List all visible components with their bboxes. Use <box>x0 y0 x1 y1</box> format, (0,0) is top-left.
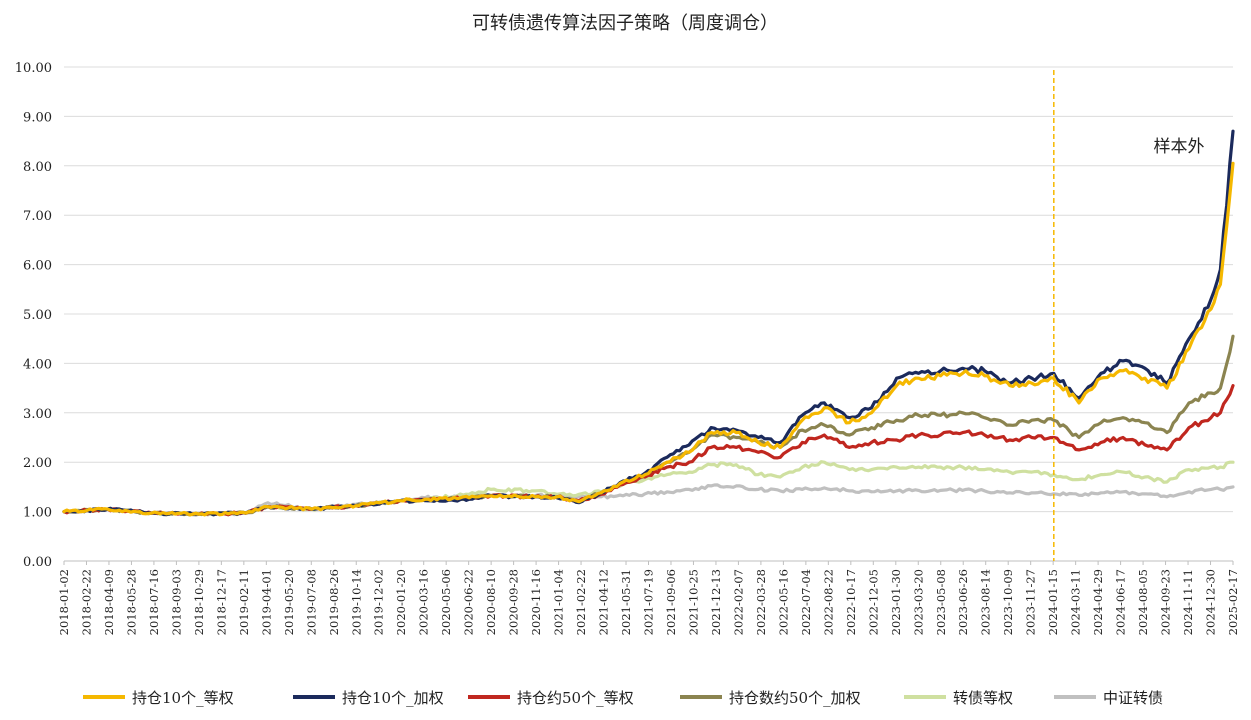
legend-label: 转债等权 <box>953 689 1013 707</box>
x-tick-label: 2020-06-22 <box>462 569 476 635</box>
y-tick-label: 10.00 <box>15 61 52 76</box>
x-tick-label: 2021-05-31 <box>619 569 633 635</box>
x-tick-label: 2021-02-22 <box>574 569 588 635</box>
x-tick-label: 2019-10-14 <box>349 569 363 635</box>
out-of-sample-label: 样本外 <box>1153 137 1204 157</box>
x-tick-label: 2023-11-27 <box>1024 569 1038 635</box>
legend-label: 持仓约50个_等权 <box>517 689 634 707</box>
x-tick-label: 2024-08-05 <box>1136 569 1150 635</box>
x-tick-label: 2018-04-09 <box>102 569 116 635</box>
legend-label: 持仓10个_等权 <box>132 689 234 707</box>
x-tick-label: 2024-04-29 <box>1091 569 1105 635</box>
x-tick-label: 2023-08-14 <box>979 569 993 635</box>
x-tick-label: 2023-10-09 <box>1001 569 1015 635</box>
x-tick-label: 2024-03-11 <box>1069 569 1083 635</box>
x-tick-label: 2018-12-17 <box>214 569 228 635</box>
y-tick-label: 7.00 <box>23 209 52 224</box>
x-tick-label: 2023-03-20 <box>911 569 925 635</box>
x-tick-label: 2024-12-30 <box>1204 569 1218 635</box>
x-tick-label: 2020-03-16 <box>417 569 431 635</box>
x-tick-label: 2024-09-23 <box>1159 569 1173 635</box>
y-tick-label: 4.00 <box>23 357 52 372</box>
legend-label: 持仓10个_加权 <box>342 689 444 707</box>
x-tick-label: 2022-02-07 <box>731 569 745 635</box>
x-tick-label: 2019-02-11 <box>237 569 251 635</box>
x-tick-label: 2023-01-30 <box>889 569 903 635</box>
x-tick-label: 2020-08-10 <box>484 569 498 635</box>
x-tick-label: 2018-05-28 <box>124 569 138 635</box>
x-tick-label: 2022-10-17 <box>844 569 858 635</box>
x-tick-label: 2022-08-22 <box>821 569 835 635</box>
x-tick-label: 2021-04-12 <box>597 569 611 635</box>
x-tick-label: 2018-07-16 <box>147 569 161 635</box>
x-tick-label: 2020-11-16 <box>529 569 543 635</box>
x-tick-label: 2022-03-28 <box>754 569 768 635</box>
y-tick-label: 6.00 <box>23 259 52 274</box>
x-tick-label: 2024-11-11 <box>1181 569 1195 635</box>
x-tick-label: 2018-09-03 <box>169 569 183 635</box>
x-tick-label: 2018-01-02 <box>57 569 71 635</box>
y-tick-label: 9.00 <box>23 110 52 125</box>
x-tick-label: 2018-02-22 <box>79 569 93 635</box>
x-tick-label: 2019-05-20 <box>282 569 296 635</box>
chart-title: 可转债遗传算法因子策略（周度调仓） <box>472 13 778 34</box>
x-tick-label: 2019-07-08 <box>304 569 318 635</box>
x-tick-label: 2021-12-13 <box>709 569 723 635</box>
gridlines <box>64 66 1233 562</box>
legend-label: 持仓数约50个_加权 <box>729 689 861 707</box>
y-tick-label: 5.00 <box>23 308 52 323</box>
y-tick-label: 1.00 <box>23 506 52 521</box>
x-tick-label: 2019-04-01 <box>259 569 273 635</box>
series-line <box>62 161 1235 517</box>
x-tick-label: 2021-10-25 <box>686 569 700 635</box>
y-axis-ticks: 0.00 1.00 2.00 3.00 4.00 5.00 6.00 7.00 8.00 9.00… <box>15 61 52 570</box>
x-tick-label: 2021-01-04 <box>552 569 566 635</box>
x-tick-label: 2023-06-26 <box>956 569 970 635</box>
x-tick-label: 2020-09-28 <box>507 569 521 635</box>
x-tick-label: 2021-09-06 <box>664 569 678 635</box>
x-tick-label: 2019-08-26 <box>327 569 341 635</box>
x-tick-label: 2020-01-20 <box>394 569 408 635</box>
series-line <box>62 129 1235 517</box>
x-tick-label: 2025-02-17 <box>1226 569 1240 635</box>
y-tick-label: 8.00 <box>23 160 52 175</box>
x-axis: 2018-01-02 2018-02-22 2018-04-09 2018-05-28… <box>57 561 1240 635</box>
x-tick-label: 2022-07-04 <box>799 569 813 635</box>
legend-label: 中证转债 <box>1103 689 1163 707</box>
y-tick-label: 2.00 <box>23 456 52 471</box>
series-lines <box>62 129 1235 517</box>
x-tick-label: 2018-10-29 <box>192 569 206 635</box>
x-tick-label: 2022-12-05 <box>866 569 880 635</box>
x-tick-label: 2020-05-06 <box>439 569 453 635</box>
x-tick-label: 2024-06-17 <box>1114 569 1128 635</box>
y-tick-label: 3.00 <box>23 407 52 422</box>
x-tick-label: 2021-07-19 <box>642 569 656 635</box>
x-tick-label: 2019-12-02 <box>372 569 386 635</box>
legend: 持仓10个_等权 持仓10个_加权 持仓约50个_等权 持仓数约50个_加权 转债等权 中… <box>83 689 1163 707</box>
x-tick-label: 2024-01-15 <box>1046 569 1060 635</box>
x-tick-label: 2023-05-08 <box>934 569 948 635</box>
y-tick-label: 0.00 <box>23 555 52 570</box>
annotations: 样本外 <box>1053 70 1204 561</box>
x-tick-label: 2022-05-16 <box>776 569 790 635</box>
